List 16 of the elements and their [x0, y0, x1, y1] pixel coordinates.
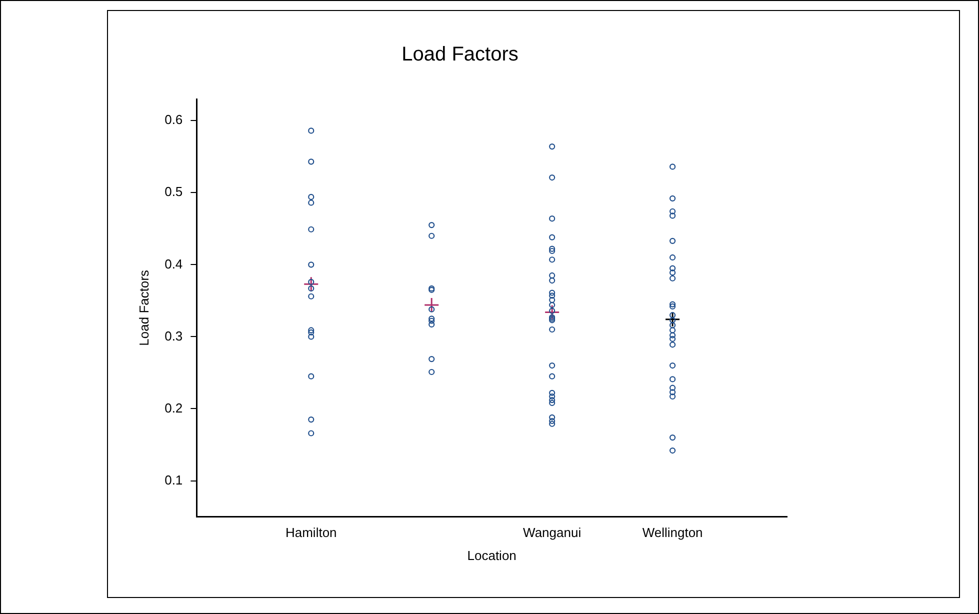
y-tick-label: 0.6	[164, 112, 183, 128]
x-tick-label: Hamilton	[285, 525, 337, 540]
y-tick-label: 0.3	[164, 328, 183, 344]
point	[424, 297, 440, 313]
x-tick-label: Wellington	[642, 525, 703, 540]
x-axis-title: Location	[467, 548, 516, 563]
point	[664, 312, 680, 328]
y-tick-label: 0.5	[164, 184, 183, 200]
y-tick-label: 0.2	[164, 400, 183, 416]
chart-title: Load Factors	[402, 44, 518, 66]
x-tick-label: Wanganui	[523, 525, 582, 540]
point	[303, 276, 319, 292]
y-tick-label: 0.4	[164, 256, 183, 272]
y-axis-title: Load Factors	[136, 269, 152, 346]
point	[544, 304, 560, 320]
y-tick-label: 0.1	[164, 472, 183, 488]
